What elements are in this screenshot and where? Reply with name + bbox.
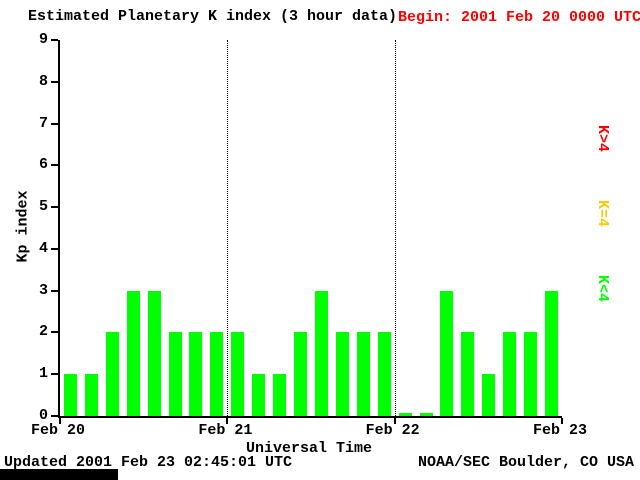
x-axis-title: Universal Time (245, 440, 373, 457)
legend-label-K4: K=4 (594, 199, 612, 228)
x-tick (59, 418, 61, 424)
kp-bar (377, 332, 391, 416)
y-tick (51, 247, 58, 250)
kp-bar (231, 332, 245, 416)
y-tick-label: 5 (38, 198, 48, 216)
kp-bar (503, 332, 517, 416)
kp-bar (189, 332, 203, 416)
kp-bar (524, 332, 538, 416)
y-tick-label: 7 (38, 114, 48, 132)
y-tick (51, 331, 58, 334)
legend-label-K4: K>4 (594, 124, 612, 153)
y-tick (51, 164, 58, 167)
y-tick (51, 289, 58, 292)
kp-bar (168, 332, 182, 416)
x-tick-label: Feb 20 (30, 422, 85, 439)
plot-area (51, 39, 563, 424)
y-tick-label: 2 (38, 323, 48, 341)
legend: K>4 K=4 K<4 (585, 100, 619, 340)
kp-bar (126, 290, 140, 416)
y-tick-label: 1 (38, 365, 48, 383)
y-tick-label: 9 (38, 31, 48, 48)
kp-bar (84, 374, 98, 416)
y-tick-label: 4 (38, 239, 48, 257)
kp-bar (545, 290, 558, 416)
kp-bar (314, 290, 328, 416)
kp-bar (356, 332, 370, 416)
kp-bar (335, 332, 349, 416)
y-tick-label: 6 (38, 156, 48, 174)
y-axis-labels: 0 1 2 3 4 5 6 7 8 9 (0, 31, 52, 424)
credit-text: NOAA/SEC Boulder, CO USA (417, 454, 634, 471)
y-tick (51, 80, 58, 83)
black-strip (0, 469, 118, 480)
kp-bar (294, 332, 307, 416)
y-tick (51, 206, 58, 209)
legend-label-K4: K<4 (594, 274, 612, 303)
day-boundary-line (227, 40, 229, 416)
x-tick-label: Feb 22 (365, 422, 420, 439)
kp-bar (105, 332, 119, 416)
kp-bar (63, 374, 77, 416)
kp-bar (252, 374, 266, 416)
y-tick (51, 373, 58, 376)
y-tick-label: 3 (38, 281, 48, 299)
kp-bar (440, 290, 454, 416)
x-tick (561, 418, 563, 424)
kp-bar (273, 374, 287, 416)
y-tick (51, 122, 58, 125)
kp-bar (147, 290, 161, 416)
kp-bar (419, 413, 433, 416)
y-tick-label: 0 (38, 407, 48, 424)
kp-bar (482, 374, 496, 416)
y-tick (51, 39, 58, 41)
chart-title: Estimated Planetary K index (3 hour data… (28, 8, 398, 25)
day-boundary-line (394, 40, 396, 416)
kp-bar (210, 332, 224, 416)
x-axis-labels: Feb 20 Feb 21 Feb 22 Feb 23 (31, 422, 587, 440)
kp-bar (461, 332, 475, 416)
x-tick (226, 418, 229, 424)
updated-text: Updated 2001 Feb 23 02:45:01 UTC (4, 454, 293, 471)
y-tick (51, 415, 58, 417)
y-tick-label: 8 (38, 72, 48, 90)
x-tick-label: Feb 23 (532, 422, 587, 439)
kp-bar (398, 413, 412, 416)
x-tick (393, 418, 396, 424)
begin-label: Begin: 2001 Feb 20 0000 UTC (398, 9, 640, 26)
x-tick-label: Feb 21 (198, 422, 253, 439)
